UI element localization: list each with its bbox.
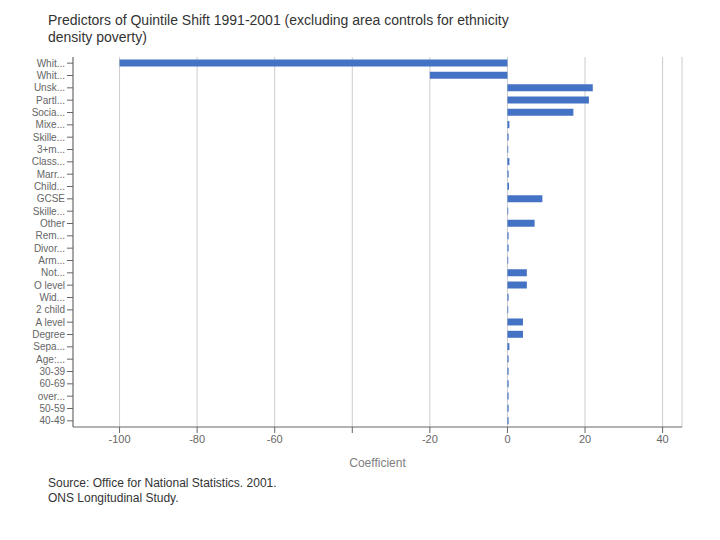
svg-text:Wid...: Wid... [39, 292, 65, 303]
svg-text:Age:...: Age:... [36, 354, 65, 365]
svg-text:GCSE: GCSE [37, 193, 66, 204]
svg-text:Degree: Degree [32, 329, 65, 340]
svg-text:60-69: 60-69 [39, 378, 65, 389]
svg-text:Class...: Class... [32, 156, 65, 167]
svg-text:Skille...: Skille... [33, 206, 65, 217]
svg-text:0: 0 [504, 433, 510, 445]
svg-text:40: 40 [656, 433, 668, 445]
svg-text:Whit...: Whit... [37, 58, 65, 69]
svg-text:Arm...: Arm... [38, 255, 65, 266]
svg-text:Coefficient: Coefficient [349, 456, 406, 470]
svg-text:20: 20 [579, 433, 591, 445]
svg-text:Divor...: Divor... [34, 243, 65, 254]
svg-text:Rem...: Rem... [36, 230, 65, 241]
svg-text:-80: -80 [189, 433, 205, 445]
svg-text:-60: -60 [267, 433, 283, 445]
svg-text:3+m...: 3+m... [37, 144, 65, 155]
svg-text:40-49: 40-49 [39, 415, 65, 426]
html-text:Predictors of Quintile Shift 1: Predictors of Quintile Shift 1991-2001 (… [48, 12, 509, 45]
svg-text:Unsk...: Unsk... [34, 82, 65, 93]
svg-text:Not...: Not... [41, 267, 65, 278]
svg-text:Whit...: Whit... [37, 70, 65, 81]
svg-text:Sepa...: Sepa... [33, 341, 65, 352]
svg-text:O level: O level [34, 280, 65, 291]
svg-text:-100: -100 [109, 433, 131, 445]
html-text:Source: Office for National St: Source: Office for National Statistics. … [48, 476, 277, 505]
svg-text:2 child: 2 child [36, 304, 65, 315]
svg-text:Other: Other [40, 218, 66, 229]
svg-text:50-59: 50-59 [39, 403, 65, 414]
svg-text:30-39: 30-39 [39, 366, 65, 377]
svg-text:A level: A level [36, 317, 65, 328]
svg-text:Partl...: Partl... [36, 95, 65, 106]
svg-text:over...: over... [38, 391, 65, 402]
svg-text:Socia...: Socia... [32, 107, 65, 118]
svg-text:Child...: Child... [34, 181, 65, 192]
svg-text:Skille...: Skille... [33, 132, 65, 143]
svg-text:Marr...: Marr... [37, 169, 65, 180]
svg-text:-20: -20 [422, 433, 438, 445]
svg-text:Mixe...: Mixe... [36, 119, 65, 130]
